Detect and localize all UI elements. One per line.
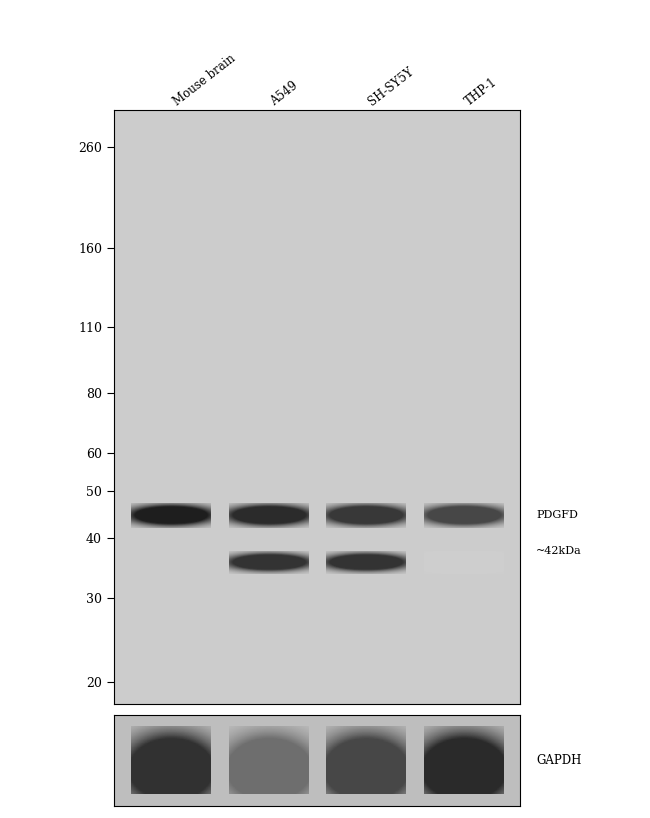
Text: ~42kDa: ~42kDa [536, 546, 582, 556]
Text: PDGFD: PDGFD [536, 510, 578, 520]
Text: Mouse brain: Mouse brain [170, 52, 238, 108]
Text: GAPDH: GAPDH [536, 753, 582, 766]
Text: A549: A549 [268, 79, 300, 108]
Text: SH-SY5Y: SH-SY5Y [365, 65, 416, 108]
Text: THP-1: THP-1 [463, 75, 500, 108]
